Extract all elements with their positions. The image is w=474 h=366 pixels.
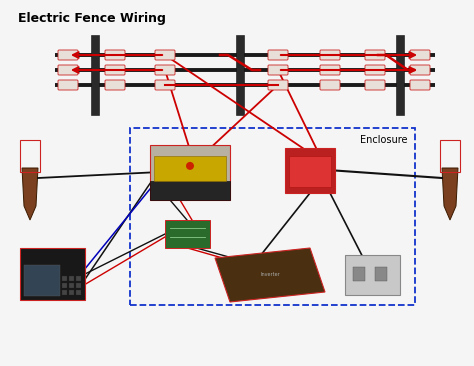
FancyBboxPatch shape — [155, 65, 175, 75]
FancyBboxPatch shape — [105, 50, 125, 60]
Circle shape — [186, 162, 194, 170]
Text: Inverter: Inverter — [260, 273, 280, 277]
Bar — [76, 276, 81, 281]
Bar — [91, 35, 99, 115]
FancyBboxPatch shape — [320, 50, 340, 60]
FancyBboxPatch shape — [320, 80, 340, 90]
Bar — [130, 128, 415, 305]
Bar — [285, 148, 335, 193]
FancyBboxPatch shape — [268, 50, 288, 60]
FancyBboxPatch shape — [410, 65, 430, 75]
Bar — [236, 35, 244, 115]
Bar — [440, 140, 460, 172]
FancyBboxPatch shape — [365, 50, 385, 60]
FancyBboxPatch shape — [410, 50, 430, 60]
FancyBboxPatch shape — [105, 65, 125, 75]
Bar — [150, 181, 230, 200]
FancyBboxPatch shape — [155, 80, 175, 90]
Bar — [62, 290, 67, 295]
Bar — [62, 276, 67, 281]
Bar — [150, 145, 230, 200]
FancyBboxPatch shape — [365, 65, 385, 75]
Polygon shape — [442, 168, 458, 220]
Bar — [353, 267, 365, 281]
Bar — [375, 267, 387, 281]
FancyBboxPatch shape — [105, 80, 125, 90]
FancyBboxPatch shape — [58, 50, 78, 60]
Bar — [69, 290, 74, 295]
FancyBboxPatch shape — [58, 80, 78, 90]
Bar — [76, 283, 81, 288]
FancyBboxPatch shape — [320, 65, 340, 75]
Bar — [20, 140, 40, 172]
FancyBboxPatch shape — [58, 65, 78, 75]
FancyBboxPatch shape — [365, 80, 385, 90]
Bar — [62, 283, 67, 288]
Bar — [69, 276, 74, 281]
Bar — [289, 156, 331, 187]
Bar — [396, 35, 404, 115]
FancyBboxPatch shape — [268, 65, 288, 75]
Bar — [165, 220, 210, 248]
FancyBboxPatch shape — [410, 80, 430, 90]
FancyBboxPatch shape — [155, 50, 175, 60]
Bar — [24, 265, 60, 296]
Bar — [76, 290, 81, 295]
Bar — [345, 255, 400, 295]
Text: Enclosure: Enclosure — [360, 135, 408, 145]
FancyBboxPatch shape — [268, 80, 288, 90]
Polygon shape — [22, 168, 38, 220]
Bar — [20, 248, 85, 300]
Bar — [69, 283, 74, 288]
Bar — [154, 156, 226, 181]
Text: Electric Fence Wiring: Electric Fence Wiring — [18, 12, 166, 25]
Polygon shape — [215, 248, 325, 302]
